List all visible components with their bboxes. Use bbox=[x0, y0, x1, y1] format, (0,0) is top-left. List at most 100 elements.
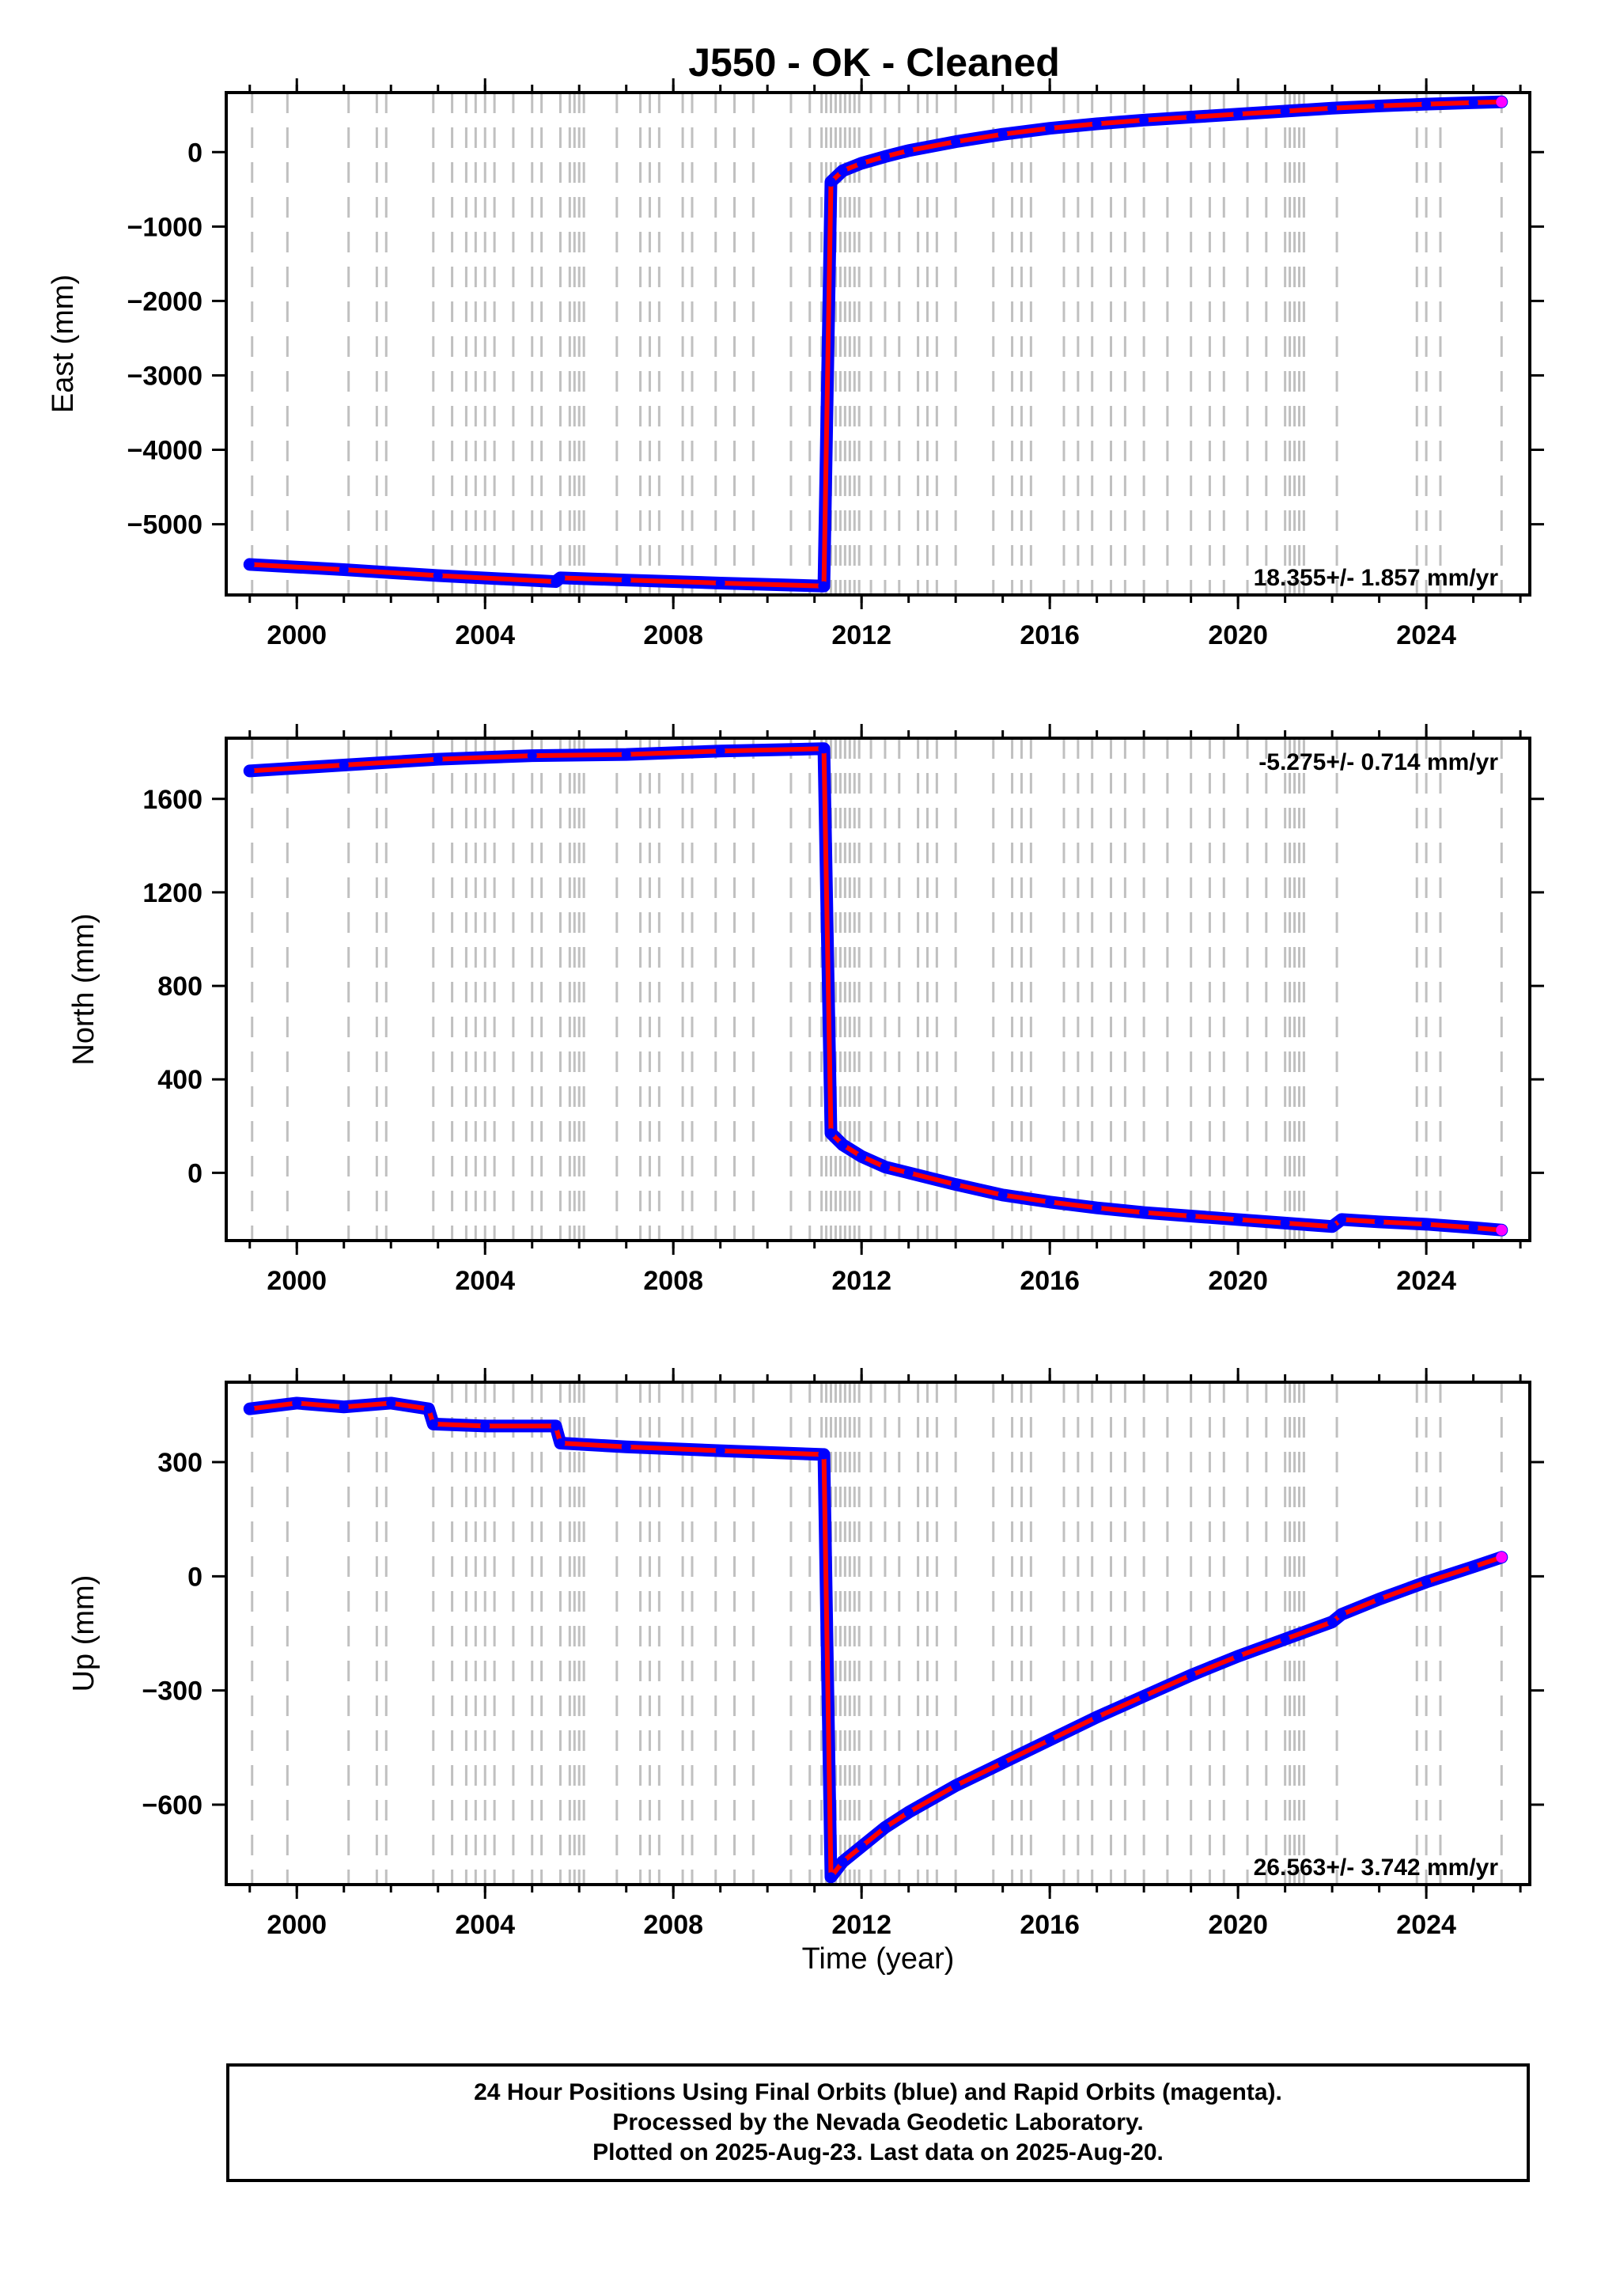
y-tick-label: −4000 bbox=[127, 436, 203, 466]
y-tick-label: 0 bbox=[187, 1158, 202, 1188]
x-tick-label: 2008 bbox=[643, 1266, 703, 1296]
y-tick-label: 1200 bbox=[142, 878, 202, 908]
data-point bbox=[838, 165, 848, 176]
model-fit-line bbox=[247, 99, 1504, 589]
data-point bbox=[1421, 1577, 1432, 1587]
plot-frame bbox=[225, 1381, 1531, 1886]
x-tick-label: 2008 bbox=[643, 1910, 703, 1940]
data-point bbox=[826, 1872, 836, 1882]
data-point bbox=[857, 1151, 867, 1161]
data-point bbox=[826, 176, 836, 187]
rapid-orbit-point bbox=[1496, 1224, 1508, 1236]
velocity-rate-label: 26.563+/- 3.742 mm/yr bbox=[1254, 1855, 1499, 1881]
x-tick-label: 2004 bbox=[455, 1910, 515, 1940]
data-point bbox=[480, 1421, 490, 1431]
data-point bbox=[339, 565, 349, 575]
data-point bbox=[1139, 1207, 1149, 1218]
footer-line-3: Plotted on 2025-Aug-23. Last data on 202… bbox=[592, 2139, 1164, 2165]
data-point bbox=[857, 158, 867, 169]
x-tick-label: 2024 bbox=[1396, 1266, 1456, 1296]
x-tick-label: 2000 bbox=[267, 620, 327, 650]
data-point bbox=[1092, 1712, 1102, 1722]
data-point bbox=[555, 573, 566, 583]
final-orbit-positions bbox=[243, 1396, 1508, 1884]
x-tick-label: 2020 bbox=[1208, 620, 1268, 650]
data-point bbox=[1092, 119, 1102, 129]
x-tick-label: 2004 bbox=[455, 1266, 515, 1296]
data-point bbox=[838, 1139, 848, 1150]
data-point bbox=[1280, 1634, 1290, 1644]
y-tick-label: 800 bbox=[157, 972, 202, 1002]
footer-line-2: Processed by the Nevada Geodetic Laborat… bbox=[612, 2109, 1144, 2135]
data-point bbox=[621, 575, 631, 585]
chart-title: J550 - OK - Cleaned bbox=[688, 40, 1060, 85]
data-point bbox=[903, 1807, 914, 1817]
y-tick-label: 300 bbox=[157, 1448, 202, 1478]
rapid-orbit-point bbox=[1496, 96, 1508, 108]
x-tick-label: 2012 bbox=[831, 1266, 891, 1296]
velocity-rate-label: 18.355+/- 1.857 mm/yr bbox=[1254, 565, 1499, 591]
plot-area bbox=[243, 93, 1508, 595]
plot-frame bbox=[225, 91, 1531, 597]
data-point bbox=[1374, 1594, 1384, 1605]
y-tick-label: −1000 bbox=[127, 212, 203, 242]
y-tick-label: −300 bbox=[142, 1677, 202, 1707]
x-tick-label: 2000 bbox=[267, 1910, 327, 1940]
data-point bbox=[1327, 1222, 1338, 1232]
data-point bbox=[1186, 1211, 1196, 1221]
data-point bbox=[1327, 103, 1338, 113]
data-point bbox=[1092, 1203, 1102, 1213]
data-point bbox=[1374, 100, 1384, 111]
east-panel: 2000 2004 2008 2012 2016 2020 2024 0 −1000 −2000 −… bbox=[47, 78, 1544, 650]
x-tick-label: 2024 bbox=[1396, 1910, 1456, 1940]
data-point bbox=[1468, 1562, 1478, 1572]
data-point bbox=[838, 1857, 848, 1867]
data-point bbox=[527, 751, 537, 761]
y-tick-label: −3000 bbox=[127, 361, 203, 391]
data-point bbox=[1337, 1214, 1347, 1225]
footer-line-1: 24 Hour Positions Using Final Orbits (bl… bbox=[474, 2079, 1282, 2105]
data-point bbox=[1045, 1197, 1055, 1207]
data-point bbox=[997, 1758, 1008, 1768]
x-tick-label: 2012 bbox=[831, 620, 891, 650]
data-point bbox=[1421, 1219, 1432, 1229]
y-tick-label: 1600 bbox=[142, 785, 202, 815]
y-tick-label: −2000 bbox=[127, 286, 203, 316]
data-point bbox=[1280, 1218, 1290, 1228]
data-point bbox=[244, 1404, 255, 1414]
up-panel: 2000 2004 2008 2012 2016 2020 2024 300 0 −300 −600… bbox=[67, 1368, 1544, 1976]
plot-area bbox=[243, 1382, 1508, 1885]
plot-area bbox=[243, 738, 1508, 1241]
data-point bbox=[857, 1841, 867, 1851]
data-point bbox=[880, 1161, 890, 1172]
rapid-orbit-point bbox=[1496, 1552, 1508, 1563]
y-axis-label: Up (mm) bbox=[67, 1575, 100, 1692]
y-tick-label: 0 bbox=[187, 1562, 202, 1592]
data-point bbox=[880, 1822, 890, 1832]
data-point bbox=[339, 760, 349, 770]
data-point bbox=[1233, 109, 1243, 119]
data-point bbox=[997, 129, 1008, 139]
velocity-rate-label: -5.275+/- 0.714 mm/yr bbox=[1258, 749, 1498, 775]
data-point bbox=[1186, 112, 1196, 123]
y-tick-label: −5000 bbox=[127, 510, 203, 540]
x-tick-label: 2024 bbox=[1396, 620, 1456, 650]
data-point bbox=[903, 1168, 914, 1178]
data-point bbox=[1280, 106, 1290, 116]
data-point bbox=[244, 766, 255, 776]
data-point bbox=[428, 1419, 438, 1429]
x-tick-label: 2000 bbox=[267, 1266, 327, 1296]
data-point bbox=[819, 1449, 829, 1460]
plot-frame bbox=[225, 737, 1531, 1242]
data-point bbox=[433, 570, 443, 581]
data-point bbox=[292, 1398, 302, 1408]
y-tick-label: 400 bbox=[157, 1065, 202, 1095]
data-point bbox=[386, 1398, 396, 1408]
x-tick-label: 2016 bbox=[1020, 1910, 1080, 1940]
data-point bbox=[951, 1780, 961, 1790]
data-point bbox=[1186, 1670, 1196, 1680]
data-point bbox=[880, 151, 890, 161]
data-point bbox=[339, 1402, 349, 1412]
data-point bbox=[951, 1180, 961, 1190]
data-point bbox=[1468, 1222, 1478, 1233]
